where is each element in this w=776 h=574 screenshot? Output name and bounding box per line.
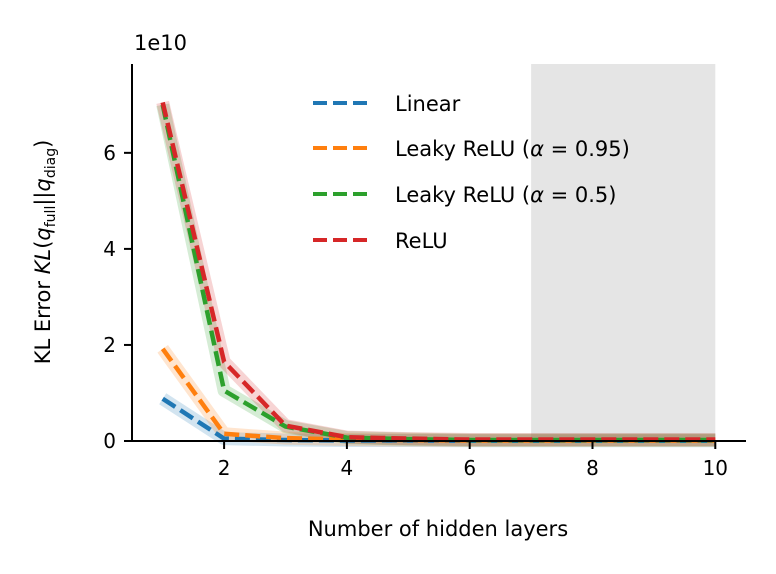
x-ticks: 2 4 6 8 10 [218,441,728,480]
y-label-sub2: diag [43,148,59,178]
y-tick-label-2: 2 [103,333,116,357]
legend-item-linear: Linear [313,92,461,116]
legend-label-leaky-relu-095: Leaky ReLU (α = 0.95) [395,137,630,161]
legend: Linear Leaky ReLU (α = 0.95) Leaky ReLU … [313,92,630,253]
y-tick-label-0: 0 [103,429,116,453]
y-label-open: ( [31,241,55,249]
series-line-relu [160,101,716,442]
x-tick-label-10: 10 [703,456,728,480]
x-tick-label-2: 2 [218,456,231,480]
y-label-close: ) [31,140,55,148]
legend-item-leaky-relu-095: Leaky ReLU (α = 0.95) [313,137,630,161]
x-tick-label-4: 4 [341,456,354,480]
y-label-q1: q [31,227,55,240]
legend-label-linear: Linear [395,92,461,116]
y-label-prefix: KL Error [31,274,55,364]
y-multiplier-label: 1e10 [134,31,187,55]
shaded-region [531,64,716,441]
y-label-sub1: full [43,206,59,228]
y-tick-label-6: 6 [103,141,116,165]
y-label-kl: KL [31,249,55,274]
x-tick-label-8: 8 [586,456,599,480]
y-axis-label: KL Error KL(qfull||qdiag) [31,140,59,365]
legend-label-leaky-relu-05: Leaky ReLU (α = 0.5) [395,183,617,207]
legend-label-relu: ReLU [395,229,448,253]
y-tick-label-4: 4 [103,237,116,261]
y-ticks: 0 2 4 6 [103,141,132,453]
x-axis-label: Number of hidden layers [308,517,568,541]
x-tick-label-6: 6 [463,456,476,480]
legend-item-relu: ReLU [313,229,448,253]
legend-item-leaky-relu-05: Leaky ReLU (α = 0.5) [313,183,617,207]
y-label-q2: q [31,178,55,191]
axes: 2 4 6 8 10 0 2 4 6 [103,64,746,480]
y-label-sep: || [31,192,56,206]
